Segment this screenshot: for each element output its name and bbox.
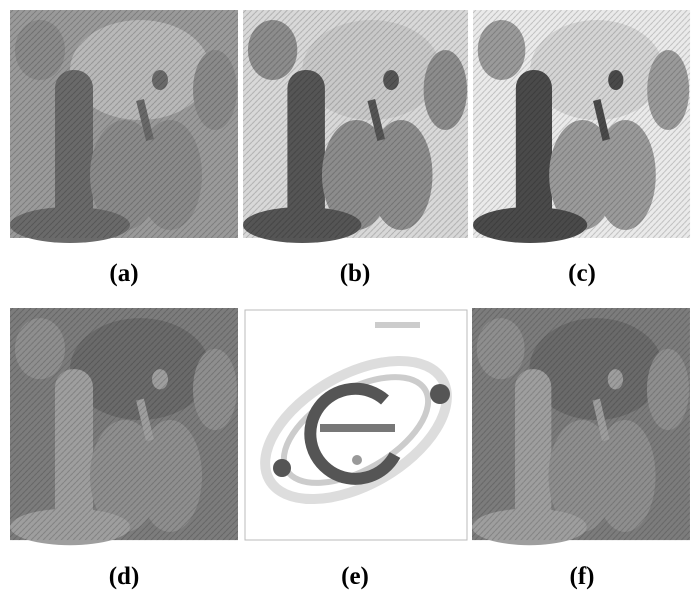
panel-label: (e) [341,563,369,590]
panel-a-image [10,10,238,243]
panel-label: (c) [568,260,596,287]
figure: (a) (b) (c) (d) (e) (f) [0,0,694,591]
panel-f-image [472,308,690,545]
panel-label: (f) [570,563,595,590]
panel-b-image [243,10,468,243]
panel-e-image [242,310,470,540]
panel-label: (d) [109,563,140,590]
panel-d-image [10,308,238,545]
panel-c-image [473,10,690,243]
panel-label: (b) [340,260,371,287]
panel-label: (a) [109,260,138,287]
